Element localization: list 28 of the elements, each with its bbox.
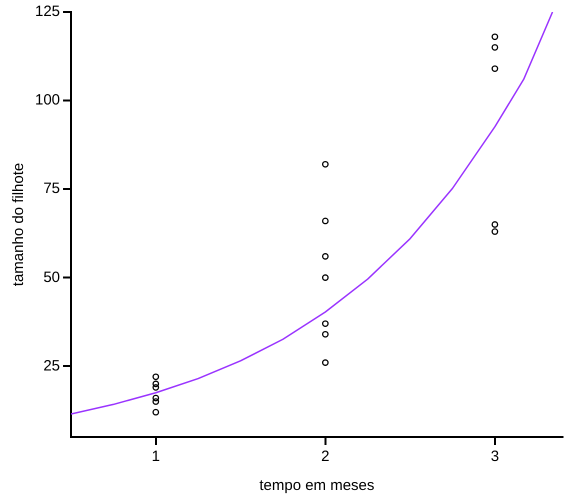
y-tick-label: 75 bbox=[43, 180, 60, 198]
point bbox=[152, 398, 160, 405]
point bbox=[322, 330, 329, 338]
x-tick-label: 1 bbox=[152, 448, 160, 466]
point bbox=[322, 160, 329, 168]
y-tick-label: 125 bbox=[34, 3, 60, 20]
point bbox=[492, 33, 498, 40]
y-tick-label: 50 bbox=[43, 268, 60, 286]
y-tick-label: 100 bbox=[34, 92, 60, 109]
point bbox=[492, 221, 498, 228]
x-tick-label: 3 bbox=[490, 448, 500, 466]
point bbox=[152, 384, 160, 391]
point bbox=[152, 373, 160, 380]
point bbox=[492, 65, 498, 72]
point bbox=[152, 380, 160, 388]
point bbox=[492, 228, 498, 235]
point bbox=[322, 320, 329, 328]
x-axis-title: tempo em meses bbox=[259, 477, 374, 494]
point bbox=[492, 44, 498, 51]
y-tick-label: 25 bbox=[43, 357, 60, 374]
point bbox=[322, 253, 329, 260]
point bbox=[322, 218, 329, 224]
x-tick-label: 2 bbox=[321, 448, 330, 466]
point bbox=[322, 359, 329, 366]
point bbox=[152, 408, 160, 416]
point bbox=[322, 274, 329, 281]
point bbox=[152, 394, 160, 402]
y-axis-title: tamanho do filhote bbox=[10, 162, 28, 286]
